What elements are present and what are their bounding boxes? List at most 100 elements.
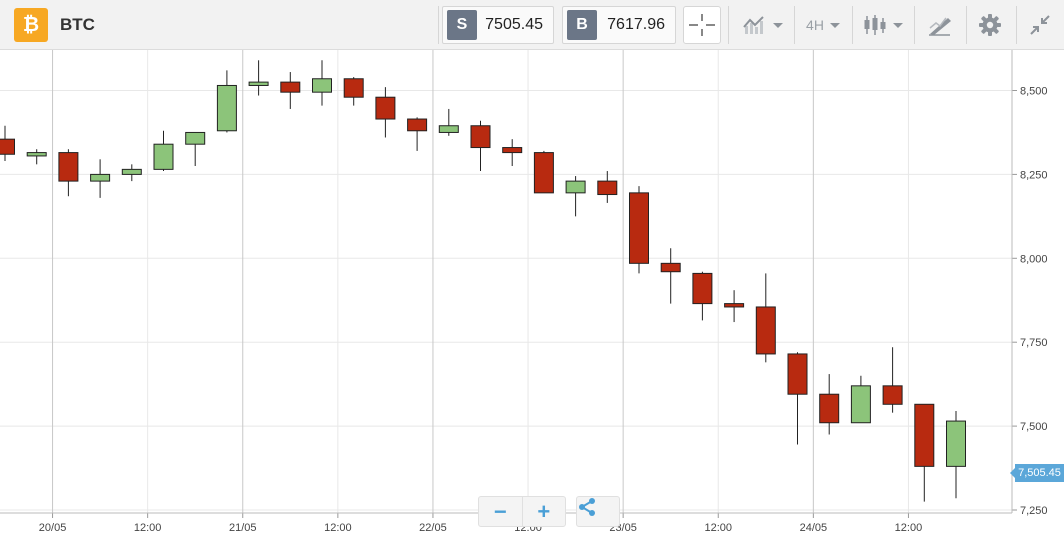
- candle-body: [660, 262, 681, 273]
- candle-body: [438, 125, 459, 133]
- crosshair-button[interactable]: [683, 6, 721, 44]
- zoom-controls: − +: [478, 496, 566, 527]
- toolbar-divider: [794, 6, 795, 44]
- candlestick-chart[interactable]: 7,250 7,500 7,750 8,000 8,250 8,500 20/05 12:00…: [0, 50, 1064, 540]
- instrument-symbol: BTC: [60, 15, 95, 34]
- candle-down: [280, 72, 301, 109]
- zoom-in-button[interactable]: +: [521, 497, 566, 526]
- candle-body: [90, 173, 111, 182]
- gear-icon: [979, 14, 1001, 36]
- candle-layer: [0, 60, 966, 502]
- toolbar-divider: [438, 6, 439, 44]
- candle-down: [629, 186, 649, 274]
- candle-up: [90, 159, 111, 198]
- candle-body: [343, 78, 364, 98]
- current-price-marker: 7,505.45: [1010, 464, 1064, 482]
- candle-body: [755, 306, 776, 355]
- candle-body: [216, 84, 237, 132]
- candle-down: [407, 117, 428, 151]
- buy-tag: B: [567, 10, 597, 40]
- candle-style-button[interactable]: [858, 6, 908, 44]
- candle-body: [914, 403, 935, 467]
- timeframe-button[interactable]: 4H: [800, 6, 846, 44]
- candle-body: [280, 81, 301, 93]
- grid-layer: [0, 50, 1012, 513]
- candle-up: [850, 375, 871, 424]
- candle-body: [121, 168, 142, 175]
- x-tick-label: 12:00: [704, 522, 732, 534]
- candle-up: [438, 108, 459, 136]
- x-tick-label: 24/05: [800, 522, 828, 534]
- timeframe-label: 4H: [806, 17, 824, 33]
- candle-body: [533, 152, 554, 194]
- candle-body: [185, 131, 206, 145]
- candle-down: [58, 149, 79, 197]
- candle-body: [26, 152, 47, 157]
- candle-down: [375, 87, 396, 138]
- candle-down: [533, 150, 554, 194]
- bitcoin-icon: ₿: [14, 8, 48, 42]
- chart-type-button[interactable]: [738, 6, 788, 44]
- y-tick-label: 8,000: [1020, 253, 1048, 265]
- x-tick-label: 20/05: [39, 522, 67, 534]
- candle-up: [565, 176, 586, 217]
- candle-down: [914, 403, 935, 502]
- zoom-out-button[interactable]: −: [493, 498, 507, 524]
- drawing-tools-icon: [929, 17, 951, 36]
- candle-up: [185, 131, 206, 167]
- toolbar-divider: [966, 6, 967, 44]
- collapse-button[interactable]: [1022, 6, 1058, 44]
- sell-price: 7505.45: [485, 16, 543, 33]
- candle-body: [724, 303, 745, 308]
- candle-down: [0, 125, 15, 161]
- candle-down: [787, 352, 808, 445]
- candle-body: [597, 180, 618, 196]
- candle-body: [312, 78, 332, 93]
- chevron-down-icon: [773, 22, 783, 28]
- candle-body: [502, 147, 523, 154]
- candle-body: [407, 118, 428, 132]
- x-tick-label: 12:00: [895, 522, 923, 534]
- buy-button[interactable]: B 7617.96: [562, 6, 676, 44]
- sell-tag: S: [447, 10, 477, 40]
- candle-up: [248, 60, 269, 96]
- buy-price: 7617.96: [607, 16, 665, 33]
- sell-button[interactable]: S 7505.45: [442, 6, 554, 44]
- candle-body: [946, 420, 966, 467]
- candle-body: [629, 192, 649, 264]
- settings-button[interactable]: [972, 6, 1008, 44]
- candle-down: [660, 248, 681, 304]
- axis-layer: 7,250 7,500 7,750 8,000 8,250 8,500 20/05 12:00…: [0, 50, 1048, 534]
- candle-down: [343, 77, 364, 106]
- toolbar-divider: [852, 6, 853, 44]
- y-tick-label: 7,500: [1020, 421, 1048, 433]
- y-tick-label: 7,750: [1020, 337, 1048, 349]
- candle-body: [375, 96, 396, 120]
- candle-up: [121, 164, 142, 182]
- candle-body: [153, 143, 174, 170]
- share-icon: [579, 498, 595, 516]
- y-tick-label: 8,500: [1020, 86, 1048, 98]
- toolbar-divider: [1016, 6, 1017, 44]
- candle-up: [153, 130, 174, 172]
- candle-down: [755, 273, 776, 363]
- candle-body: [819, 393, 840, 424]
- share-button[interactable]: [576, 496, 620, 527]
- price-chart[interactable]: 7,250 7,500 7,750 8,000 8,250 8,500 20/05 12:00…: [0, 50, 1064, 540]
- x-tick-label: 21/05: [229, 522, 257, 534]
- toolbar-divider: [728, 6, 729, 44]
- drawing-tools-button[interactable]: [922, 6, 958, 44]
- crosshair-icon: [689, 14, 715, 36]
- candle-body: [58, 152, 79, 182]
- chevron-down-icon: [829, 22, 840, 28]
- candle-up: [312, 60, 332, 106]
- candle-down: [597, 171, 618, 203]
- line-chart-icon: [743, 16, 764, 34]
- candle-body: [0, 138, 15, 155]
- collapse-icon: [1030, 15, 1050, 35]
- candle-up: [26, 149, 47, 165]
- chevron-down-icon: [893, 22, 903, 28]
- candle-body: [470, 125, 491, 149]
- x-tick-label: 12:00: [324, 522, 352, 534]
- x-tick-label: 12:00: [134, 522, 162, 534]
